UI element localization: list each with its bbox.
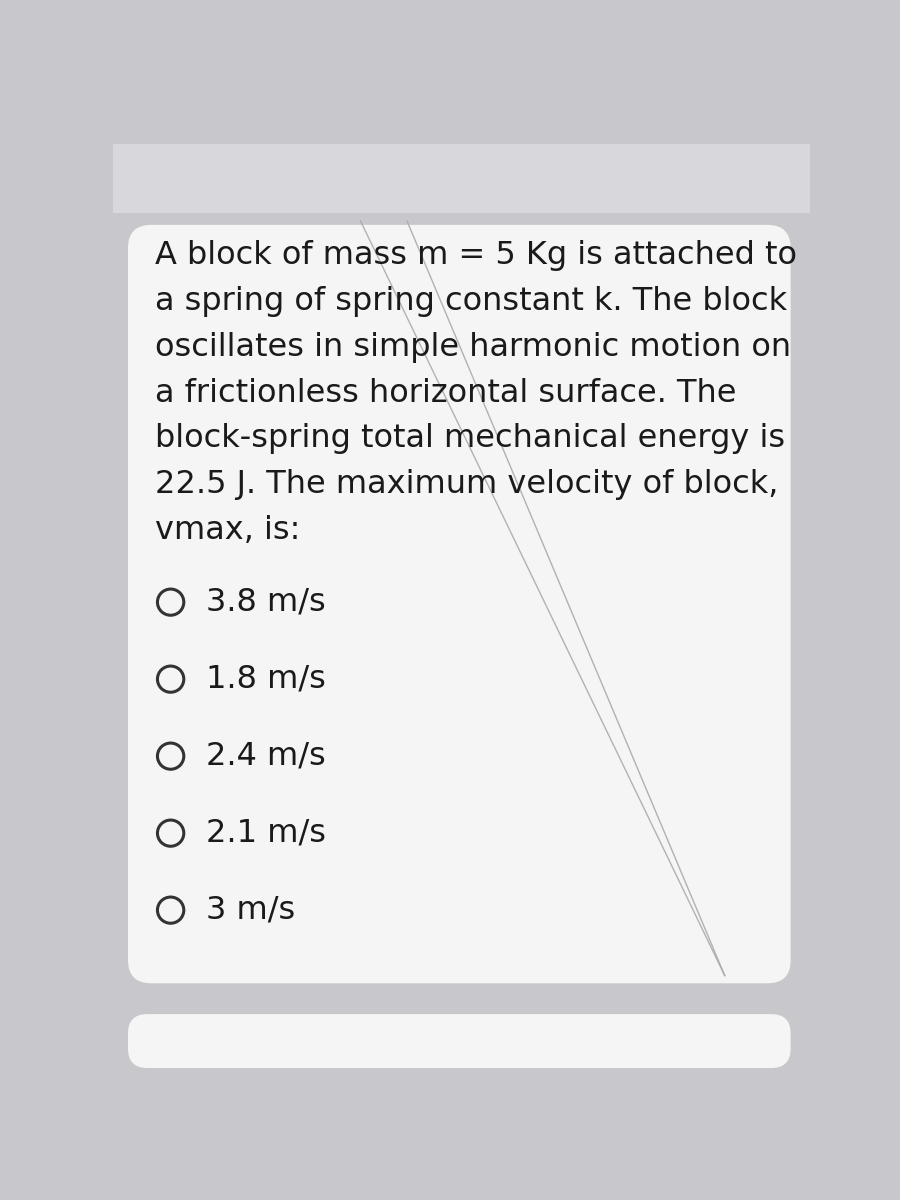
- FancyBboxPatch shape: [128, 1014, 790, 1068]
- FancyBboxPatch shape: [128, 224, 790, 983]
- Text: 3.8 m/s: 3.8 m/s: [205, 587, 325, 618]
- Text: 22.5 J. The maximum velocity of block,: 22.5 J. The maximum velocity of block,: [155, 469, 778, 500]
- Text: oscillates in simple harmonic motion on: oscillates in simple harmonic motion on: [155, 331, 791, 362]
- Text: A block of mass m = 5 Kg is attached to: A block of mass m = 5 Kg is attached to: [155, 240, 797, 271]
- FancyBboxPatch shape: [112, 988, 810, 1068]
- Text: a spring of spring constant k. The block: a spring of spring constant k. The block: [155, 286, 788, 317]
- Text: vmax, is:: vmax, is:: [155, 515, 301, 546]
- Text: block-spring total mechanical energy is: block-spring total mechanical energy is: [155, 424, 785, 455]
- Text: 2.4 m/s: 2.4 m/s: [205, 740, 325, 772]
- Text: a frictionless horizontal surface. The: a frictionless horizontal surface. The: [155, 378, 736, 408]
- Text: 3 m/s: 3 m/s: [205, 895, 295, 925]
- FancyBboxPatch shape: [112, 144, 810, 214]
- Text: 1.8 m/s: 1.8 m/s: [205, 664, 326, 695]
- Text: 2.1 m/s: 2.1 m/s: [205, 817, 326, 848]
